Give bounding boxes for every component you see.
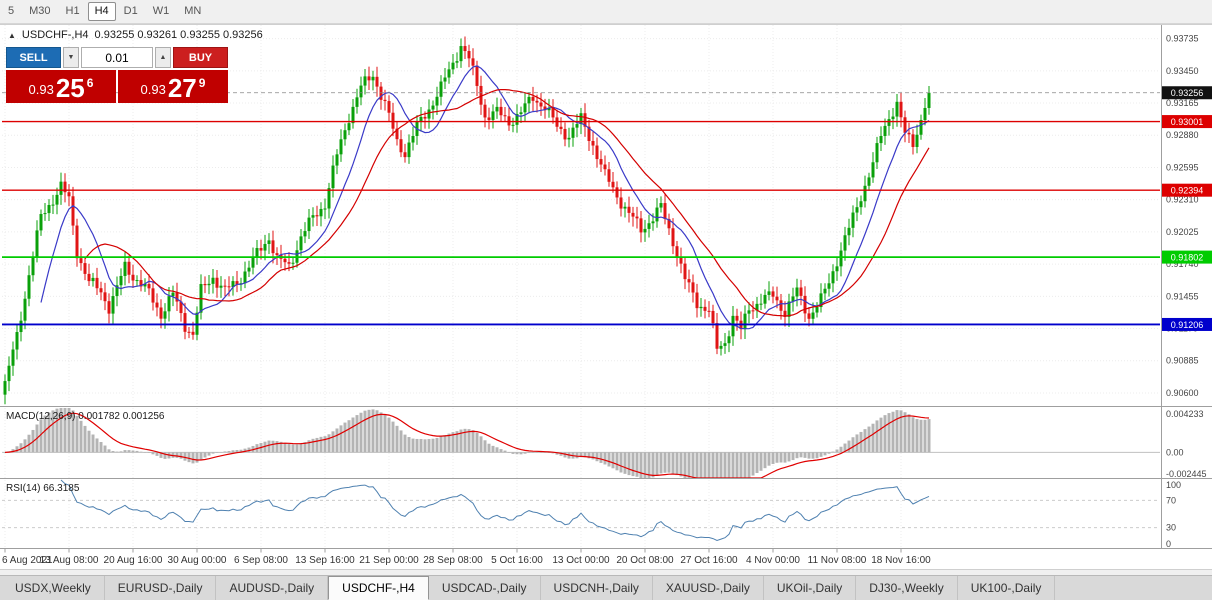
volume-input[interactable] — [81, 47, 153, 68]
sell-button[interactable]: SELL — [6, 47, 61, 68]
timeframe-button-5[interactable]: 5 — [8, 5, 15, 17]
svg-text:30: 30 — [1166, 523, 1176, 533]
collapse-panel-icon[interactable]: ▲ — [8, 30, 16, 40]
rsi-pane — [2, 479, 1160, 548]
chart-tab-eurusd-daily[interactable]: EURUSD-,Daily — [104, 576, 217, 600]
chart-symbol-label: USDCHF-,H4 — [21, 29, 89, 41]
chart-tab-ukoil-daily[interactable]: UKOil-,Daily — [763, 576, 857, 600]
rsi-indicator-label: RSI(14) 66.3185 — [6, 483, 80, 494]
svg-text:0.004233: 0.004233 — [1166, 409, 1204, 419]
chart-tabs-bar: USDX,Weekly EURUSD-,Daily AUDUSD-,Daily USD… — [0, 575, 1212, 600]
svg-text:0.92394: 0.92394 — [1171, 186, 1204, 196]
svg-text:11 Nov 08:00: 11 Nov 08:00 — [808, 555, 867, 566]
svg-text:0.90600: 0.90600 — [1166, 388, 1199, 398]
chart-tab-usdx-weekly[interactable]: USDX,Weekly — [2, 576, 105, 600]
svg-text:20 Aug 16:00: 20 Aug 16:00 — [104, 555, 163, 566]
svg-text:6 Sep 08:00: 6 Sep 08:00 — [234, 555, 288, 566]
svg-text:0.90885: 0.90885 — [1166, 356, 1199, 366]
chart-tab-usdcnh-daily[interactable]: USDCNH-,Daily — [540, 576, 653, 600]
svg-text:0.92025: 0.92025 — [1166, 227, 1199, 237]
axes-and-labels: 0.93735 0.93450 0.93165 0.92880 0.92595 0.923… — [0, 25, 1212, 566]
chart-canvas[interactable]: 0.93735 0.93450 0.93165 0.92880 0.92595 0.923… — [0, 25, 1212, 570]
bottom-strip — [0, 569, 1212, 575]
timeframe-bar: 5 M30 H1 H4 D1 W1 MN — [0, 0, 1212, 24]
svg-text:0.91206: 0.91206 — [1171, 320, 1204, 330]
svg-text:28 Sep 08:00: 28 Sep 08:00 — [423, 555, 483, 566]
svg-text:13 Oct 00:00: 13 Oct 00:00 — [552, 555, 610, 566]
timeframe-button-h4[interactable]: H4 — [87, 2, 116, 21]
timeframe-button-h1[interactable]: H1 — [65, 5, 80, 17]
svg-text:30 Aug 00:00: 30 Aug 00:00 — [168, 555, 227, 566]
svg-text:13 Sep 16:00: 13 Sep 16:00 — [295, 555, 355, 566]
svg-text:0: 0 — [1166, 539, 1171, 549]
one-click-trading-panel: SELL ▼ ▲ BUY 0.93 25 6 0.93 27 9 — [6, 47, 228, 103]
buy-price-big: 27 — [167, 73, 197, 103]
svg-text:21 Sep 00:00: 21 Sep 00:00 — [359, 555, 419, 566]
volume-decrease-button[interactable]: ▼ — [63, 47, 79, 68]
svg-text:0.92595: 0.92595 — [1166, 162, 1199, 172]
svg-text:13 Aug 08:00: 13 Aug 08:00 — [40, 555, 99, 566]
sell-price-pip: 6 — [86, 76, 94, 90]
macd-pane — [2, 408, 1160, 479]
svg-text:4 Nov 00:00: 4 Nov 00:00 — [746, 555, 800, 566]
main-grid — [2, 25, 1160, 406]
sell-price-display[interactable]: 0.93 25 6 — [6, 70, 116, 103]
svg-text:0.93001: 0.93001 — [1171, 117, 1204, 127]
svg-text:70: 70 — [1166, 495, 1176, 505]
svg-text:0.92310: 0.92310 — [1166, 195, 1199, 205]
buy-price-display[interactable]: 0.93 27 9 — [118, 70, 228, 103]
sell-price-prefix: 0.93 — [28, 82, 54, 97]
macd-indicator-label: MACD(12,26,9) 0.001782 0.001256 — [6, 411, 165, 422]
chart-tab-audusd-daily[interactable]: AUDUSD-,Daily — [216, 576, 329, 600]
chart-tab-dj30-weekly[interactable]: DJ30-,Weekly — [856, 576, 958, 600]
timeframe-button-m30[interactable]: M30 — [29, 5, 51, 17]
chart-tab-xauusd-daily[interactable]: XAUUSD-,Daily — [652, 576, 764, 600]
svg-text:0.91740: 0.91740 — [1166, 259, 1199, 269]
sell-price-big: 25 — [55, 73, 85, 103]
timeframe-button-mn[interactable]: MN — [184, 5, 202, 17]
svg-text:0.91802: 0.91802 — [1171, 253, 1204, 263]
svg-text:18 Nov 16:00: 18 Nov 16:00 — [871, 555, 931, 566]
svg-text:0.93165: 0.93165 — [1166, 98, 1199, 108]
svg-text:0.93735: 0.93735 — [1166, 34, 1199, 44]
svg-text:0.93450: 0.93450 — [1166, 66, 1199, 76]
chart-tab-usdcad-daily[interactable]: USDCAD-,Daily — [428, 576, 541, 600]
chart-ohlc-values: 0.93255 0.93261 0.93255 0.93256 — [94, 29, 263, 41]
chart-tab-usdchf-h4[interactable]: USDCHF-,H4 — [328, 576, 429, 600]
chart-header: ▲ USDCHF-,H4 0.93255 0.93261 0.93255 0.9… — [8, 29, 263, 41]
buy-price-pip: 9 — [198, 76, 206, 90]
svg-text:0.00: 0.00 — [1166, 447, 1184, 457]
svg-text:100: 100 — [1166, 480, 1181, 490]
svg-text:0.91455: 0.91455 — [1166, 291, 1199, 301]
svg-text:20 Oct 08:00: 20 Oct 08:00 — [616, 555, 674, 566]
svg-text:0.92880: 0.92880 — [1166, 130, 1199, 140]
svg-text:5 Oct 16:00: 5 Oct 16:00 — [491, 555, 543, 566]
timeframe-button-d1[interactable]: D1 — [123, 5, 138, 17]
timeframe-button-w1[interactable]: W1 — [152, 5, 170, 17]
svg-text:0.93256: 0.93256 — [1171, 88, 1204, 98]
moving-averages — [40, 65, 930, 330]
buy-price-prefix: 0.93 — [140, 82, 166, 97]
chart-area[interactable]: 0.93735 0.93450 0.93165 0.92880 0.92595 0.923… — [0, 24, 1212, 569]
chart-tab-uk100-daily[interactable]: UK100-,Daily — [957, 576, 1056, 600]
svg-text:6 Aug 2021: 6 Aug 2021 — [2, 555, 53, 566]
svg-text:27 Oct 16:00: 27 Oct 16:00 — [680, 555, 738, 566]
svg-text:-0.002445: -0.002445 — [1166, 469, 1207, 479]
buy-button[interactable]: BUY — [173, 47, 228, 68]
volume-increase-button[interactable]: ▲ — [155, 47, 171, 68]
